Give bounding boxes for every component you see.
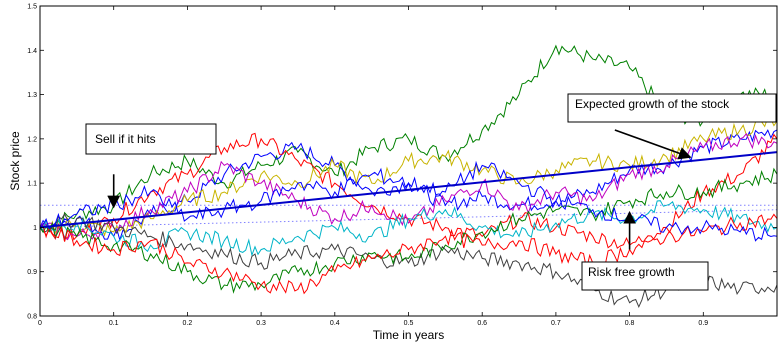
annotation-arrows bbox=[107, 129, 692, 250]
expected-growth-annotation-box bbox=[567, 93, 777, 123]
expected-arrow bbox=[614, 129, 692, 160]
sell-annotation-text: Sell if it hits bbox=[95, 132, 156, 146]
y-tick-label: 0.8 bbox=[27, 314, 37, 321]
x-tick-label: 0 bbox=[38, 320, 42, 327]
expected-growth-path bbox=[39, 151, 778, 229]
x-tick-label: 0.2 bbox=[183, 320, 193, 327]
price-path-5 bbox=[40, 132, 777, 241]
x-tick-label: 0.7 bbox=[551, 320, 561, 327]
annotations: Sell if it hits Expected growth of the s… bbox=[85, 93, 777, 291]
risk-free-annotation-box bbox=[581, 261, 709, 291]
x-tick-label: 0.4 bbox=[330, 320, 340, 327]
y-axis-label: Stock price bbox=[8, 131, 22, 191]
x-tick-label: 0.8 bbox=[625, 320, 635, 327]
expected-growth-line bbox=[39, 151, 778, 229]
risk-free-annotation-text: Risk free growth bbox=[588, 265, 675, 279]
x-tick-label: 0.6 bbox=[477, 320, 487, 327]
y-tick-label: 0.9 bbox=[27, 269, 37, 276]
y-tick-label: 1 bbox=[33, 225, 37, 232]
x-tick-label: 0.9 bbox=[698, 320, 708, 327]
y-tick-label: 1.3 bbox=[27, 92, 37, 99]
y-tick-label: 1.2 bbox=[27, 136, 37, 143]
price-path-10 bbox=[40, 160, 777, 242]
price-path-4 bbox=[40, 116, 777, 237]
y-axis-ticks: 0.8 0.9 1 1.1 1.2 1.3 1.4 1.5 bbox=[27, 4, 777, 321]
simulated-paths bbox=[40, 44, 777, 309]
x-tick-label: 0.1 bbox=[109, 320, 119, 327]
x-tick-label: 0.5 bbox=[404, 320, 414, 327]
price-path-9 bbox=[40, 213, 777, 295]
sell-annotation-box bbox=[85, 123, 217, 155]
price-path-7 bbox=[40, 212, 777, 309]
y-tick-label: 1.4 bbox=[27, 48, 37, 55]
y-tick-label: 1.1 bbox=[27, 181, 37, 188]
price-path-8 bbox=[40, 167, 777, 294]
y-tick-label: 1.5 bbox=[27, 4, 37, 11]
x-axis-ticks: 0 0.1 0.2 0.3 0.4 0.5 0.6 0.7 0.8 0.9 bbox=[38, 6, 708, 327]
x-tick-label: 0.3 bbox=[256, 320, 266, 327]
expected-growth-annotation-text: Expected growth of the stock bbox=[575, 97, 730, 111]
x-axis-label: Time in years bbox=[373, 328, 445, 342]
